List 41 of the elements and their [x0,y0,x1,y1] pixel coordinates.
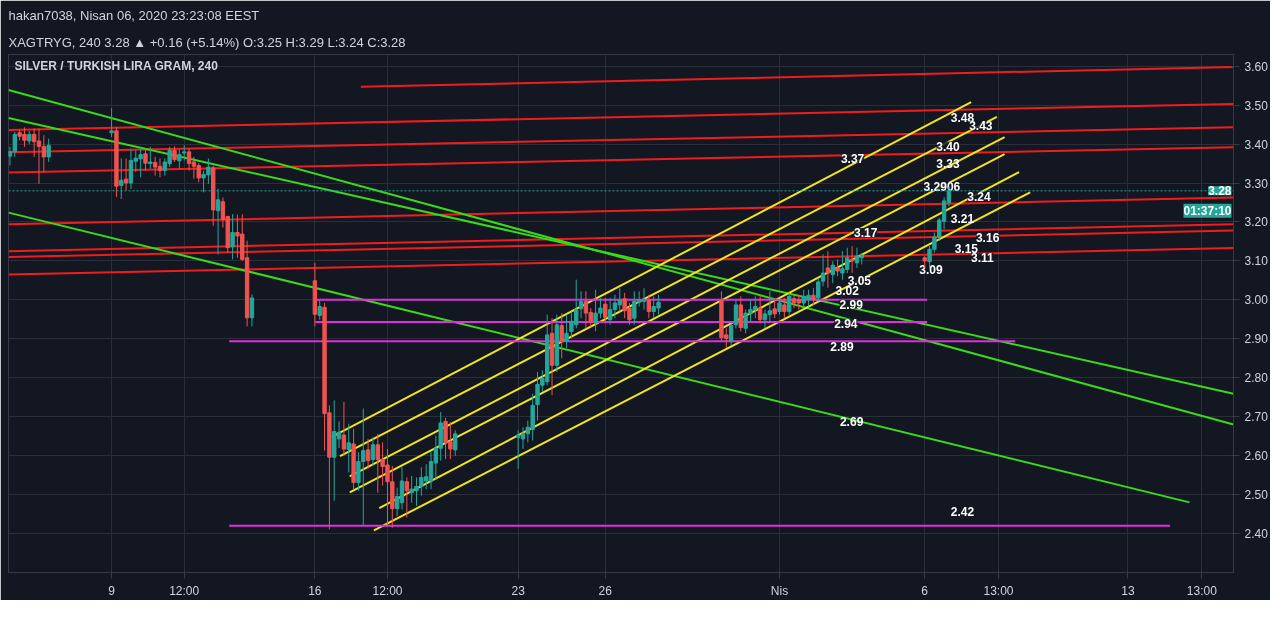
annotation: 3.40 [936,139,960,154]
annotation: 3.09 [919,263,943,278]
x-tick-label: 12:00 [372,583,403,598]
chart-title: hakan7038, Nisan 06, 2020 23:23:08 EEST [8,7,260,23]
x-tick-label: 23 [511,583,526,598]
y-tick-label: 3.10 [1244,254,1269,269]
x-tick-label: 16 [308,583,322,598]
y-tick-label: 3.50 [1244,98,1269,113]
annotation: 3.05 [847,273,872,288]
x-tick-label: 13 [1121,583,1135,598]
y-tick-label: 2.40 [1244,527,1269,542]
x-tick-label: 13:00 [1186,583,1218,598]
x-tick-label: 6 [921,583,929,598]
y-tick-label: 3.20 [1244,215,1269,230]
ref-line-label: 3.28 [1208,184,1232,199]
annotation: 3.17 [853,225,878,240]
x-tick-label: 12:00 [169,583,200,598]
x-tick-label: Nis [770,583,789,598]
x-tick-label: 9 [108,583,116,598]
annotation: 2.89 [830,340,854,355]
y-tick-label: 3.30 [1244,176,1269,191]
y-tick-label: 2.90 [1244,332,1269,347]
annotation: SILVER / TURKISH LIRA GRAM, 240 [14,58,219,73]
x-tick-label: 13:00 [983,583,1014,598]
annotation: 3.21 [950,211,975,226]
annotation: 2.42 [950,504,975,519]
y-tick-label: 3.60 [1244,59,1269,74]
y-tick-label: 2.50 [1244,488,1269,503]
x-tick-label: 26 [598,583,613,598]
annotation: 01:37:10 [1183,203,1232,218]
y-tick-label: 2.60 [1244,449,1269,464]
y-tick-label: 2.70 [1244,410,1269,425]
annotation: 3.37 [840,151,865,166]
annotation: 3.2906 [923,180,961,195]
y-tick-label: 3.40 [1244,137,1269,152]
annotation: 2.99 [839,297,864,312]
chart-subtitle: XAGTRYG, 240 3.28 ▲ +0.16 (+5.14%) O:3.25 H:3.29 L:3.24 C:3.28 [8,34,406,50]
y-tick-label: 3.00 [1244,293,1269,308]
annotation: 3.24 [967,189,991,204]
y-tick-label: 2.80 [1244,371,1269,386]
annotation: 2.94 [834,316,858,331]
